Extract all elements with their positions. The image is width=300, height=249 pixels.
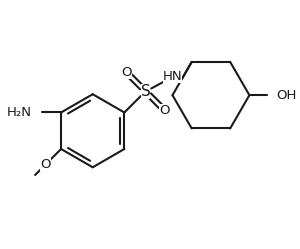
Text: H₂N: H₂N	[7, 106, 32, 119]
Text: O: O	[160, 104, 170, 117]
Text: OH: OH	[276, 89, 297, 102]
Text: O: O	[40, 158, 51, 171]
Text: HN: HN	[163, 70, 182, 83]
Text: O: O	[121, 65, 131, 79]
Text: S: S	[141, 84, 150, 99]
